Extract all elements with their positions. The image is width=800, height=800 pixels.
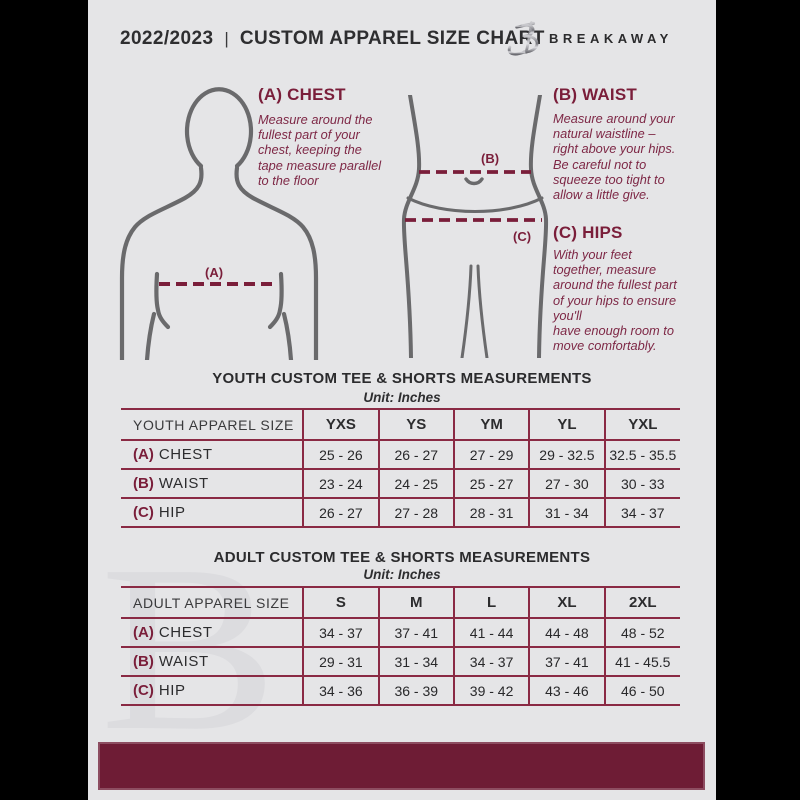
guide-hips-heading: (C) HIPS [553,223,623,242]
row-prefix: (B) [133,474,154,492]
measurement-cell: 25 - 26 [302,440,379,469]
guide-chest-text: Measure around the fullest part of your … [258,112,382,188]
adult-header-row: ADULT APPAREL SIZE S M L XL 2XL [121,587,680,618]
brand-block: BREAKAWAY [507,15,673,61]
guide-chest-heading: (A) CHEST [258,85,346,104]
measurement-cell: 34 - 37 [302,618,379,647]
measurement-cell: 41 - 45.5 [603,647,680,676]
measurement-cell: 34 - 36 [302,676,379,705]
row-label: WAIST [158,474,209,492]
page-title: CUSTOM APPAREL SIZE CHART [239,28,545,49]
table-row-waist: (B) WAIST 23 - 24 24 - 25 25 - 27 27 - 30… [121,469,680,498]
measurement-cell: 27 - 29 [452,440,530,469]
measurement-cell: 48 - 52 [603,618,680,647]
measurement-cell: 43 - 46 [528,676,605,705]
measurement-cell: 29 - 31 [302,647,379,676]
measurement-cell: 30 - 33 [603,469,680,498]
measurement-cell: 46 - 50 [603,676,680,705]
measurement-cell: 27 - 30 [528,469,605,498]
row-label: HIP [158,503,186,521]
measurement-cell: 34 - 37 [452,647,530,676]
guide-waist-heading: (B) WAIST [553,85,637,104]
size-col-header: S [302,587,379,618]
table-row-chest: (A) CHEST 25 - 26 26 - 27 27 - 29 29 - 32… [121,440,680,469]
measurement-cell: 28 - 31 [452,498,530,527]
measurement-cell: 34 - 37 [603,498,680,527]
waist-hips-figure-diagram: (B) (C) [401,95,549,358]
measurement-cell: 26 - 27 [302,498,379,527]
size-col-header: YM [452,409,530,440]
footer-accent-bar [98,742,705,790]
row-label: HIP [158,681,186,699]
row-prefix: (C) [133,681,154,699]
size-col-header: XL [528,587,605,618]
header-bar: 2022/2023 | CUSTOM APPAREL SIZE CHART [120,28,545,50]
brand-name: BREAKAWAY [549,30,673,46]
measurement-cell: 36 - 39 [377,676,454,705]
row-label: WAIST [158,652,209,670]
row-prefix: (C) [133,503,154,521]
measurement-cell: 29 - 32.5 [528,440,605,469]
size-col-header: YS [377,409,454,440]
adult-size-table: ADULT APPAREL SIZE S M L XL 2XL (A) CHEST… [121,586,680,706]
row-prefix: (A) [133,445,154,463]
measurement-cell: 31 - 34 [528,498,605,527]
measurement-cell: 37 - 41 [377,618,454,647]
row-prefix: (A) [133,623,154,641]
measurement-cell: 32.5 - 35.5 [603,440,680,469]
row-label: CHEST [158,623,213,641]
measurement-cell: 37 - 41 [528,647,605,676]
season-label: 2022/2023 [120,28,214,49]
size-col-header: L [452,587,530,618]
measurement-cell: 24 - 25 [377,469,454,498]
youth-section-title: YOUTH CUSTOM TEE & SHORTS MEASUREMENTS [212,370,592,387]
marker-c-label: (C) [513,229,531,244]
waist-hips-outline [401,95,549,358]
marker-a-label: (A) [205,265,223,280]
flyer-page: B 2022/2023 | CUSTOM APPAREL SIZE CHART [88,0,716,800]
adult-section-title: ADULT CUSTOM TEE & SHORTS MEASUREMENTS [213,549,591,566]
measurement-cell: 23 - 24 [302,469,379,498]
youth-size-table: YOUTH APPAREL SIZE YXS YS YM YL YXL (A) C… [121,408,680,528]
table-row-hip: (C) HIP 34 - 36 36 - 39 39 - 42 43 - 46 4… [121,676,680,705]
row-prefix: (B) [133,652,154,670]
measurement-cell: 41 - 44 [452,618,530,647]
measurement-cell: 26 - 27 [377,440,454,469]
size-col-header: YXS [302,409,379,440]
adult-size-header: ADULT APPAREL SIZE [133,594,290,611]
size-col-header: YXL [603,409,680,440]
guide-hips-text: With your feet together, measure around … [553,247,677,354]
measurement-cell: 39 - 42 [452,676,530,705]
marker-b-label: (B) [481,151,499,166]
youth-size-header: YOUTH APPAREL SIZE [133,416,294,433]
size-col-header: 2XL [603,587,680,618]
guide-waist-text: Measure around your natural waistline – … [553,111,676,203]
size-col-header: YL [528,409,605,440]
table-row-waist: (B) WAIST 29 - 31 31 - 34 34 - 37 37 - 41… [121,647,680,676]
breakaway-watermark-icon: B [100,517,278,780]
measurement-cell: 25 - 27 [452,469,530,498]
table-row-chest: (A) CHEST 34 - 37 37 - 41 41 - 44 44 - 48… [121,618,680,647]
torso-figure-diagram: (A) [119,87,319,360]
youth-unit-label: Unit: Inches [363,390,441,405]
torso-outline [119,87,319,360]
table-row-hip: (C) HIP 26 - 27 27 - 28 28 - 31 31 - 34 3… [121,498,680,527]
adult-unit-label: Unit: Inches [363,567,441,582]
measurement-cell: 44 - 48 [528,618,605,647]
measurement-cell: 31 - 34 [377,647,454,676]
youth-header-row: YOUTH APPAREL SIZE YXS YS YM YL YXL [121,409,680,440]
row-label: CHEST [158,445,213,463]
breakaway-logo-icon [507,21,539,56]
measurement-cell: 27 - 28 [377,498,454,527]
size-col-header: M [377,587,454,618]
header-divider: | [224,29,229,48]
